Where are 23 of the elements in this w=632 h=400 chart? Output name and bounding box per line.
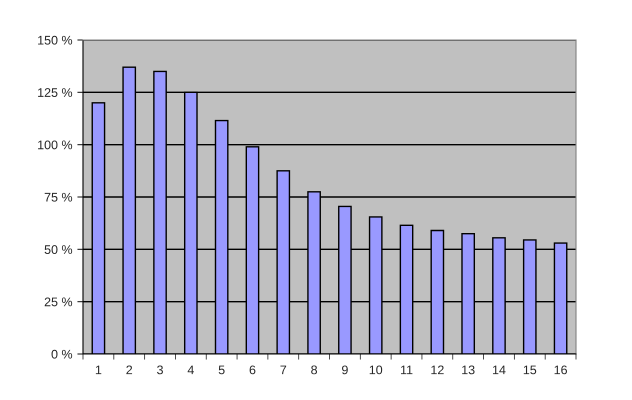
x-tick-label: 11 xyxy=(400,366,412,374)
x-tick-label: 9 xyxy=(342,365,348,374)
x-tick-label: 6 xyxy=(250,365,256,374)
x-tick-label: 3 xyxy=(157,365,163,374)
x-tick-label: 2 xyxy=(126,365,132,374)
y-tick-label: 100 % xyxy=(38,140,72,150)
y-tick-label: 125 % xyxy=(38,88,72,97)
x-tick-label: 1 xyxy=(96,366,102,374)
x-tick-label: 13 xyxy=(462,365,475,374)
y-tick-label: 50 % xyxy=(44,245,72,254)
x-tick-label: 12 xyxy=(431,365,444,374)
x-tick-label: 5 xyxy=(218,366,225,374)
y-tick-label: 0 % xyxy=(52,350,72,359)
x-tick-label: 7 xyxy=(280,366,286,374)
x-tick-label: 14 xyxy=(492,366,506,374)
x-tick-label: 8 xyxy=(311,365,318,374)
x-tick-label: 4 xyxy=(188,366,194,374)
x-tick-label: 15 xyxy=(524,366,536,374)
y-tick-label: 150 % xyxy=(38,36,72,45)
x-tick-label: 10 xyxy=(370,365,382,374)
x-tick-label: 16 xyxy=(554,365,567,374)
y-tick-label: 25 % xyxy=(44,297,72,306)
y-tick-label: 75 % xyxy=(44,192,72,202)
